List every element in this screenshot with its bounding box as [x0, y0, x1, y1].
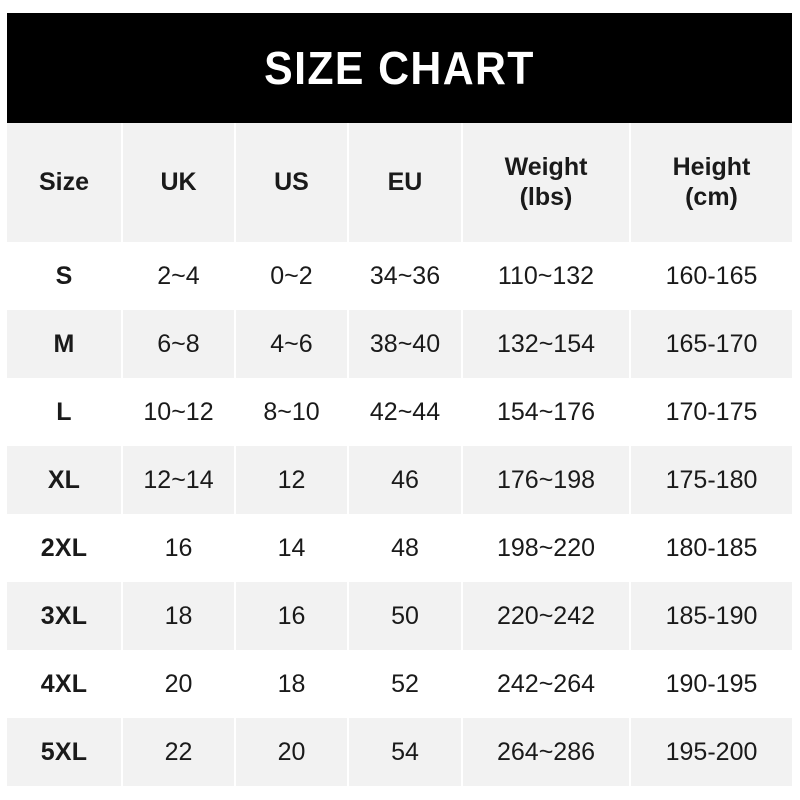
cell-us: 16: [235, 582, 349, 650]
table-body: S 2~4 0~2 34~36 110~132 160-165 M 6~8 4~6 38~40 13…: [7, 242, 792, 786]
size-label-cell: 2XL: [7, 514, 123, 582]
table-row: 5XL 22 20 54 264~286 195-200: [7, 718, 792, 786]
cell-uk: 10~12: [122, 378, 236, 446]
table-row: M 6~8 4~6 38~40 132~154 165-170: [7, 310, 792, 378]
page-title: SIZE CHART: [264, 42, 535, 94]
cell-us: 20: [235, 718, 349, 786]
cell-height: 190-195: [665, 669, 758, 698]
column-header-line: Size: [38, 167, 90, 196]
cell-weight: 264~286: [462, 718, 631, 786]
cell-uk: 2~4: [122, 242, 236, 310]
cell-uk: 22: [122, 718, 236, 786]
column-header-line: (lbs): [519, 182, 573, 211]
cell-us: 14: [235, 514, 349, 582]
chart-banner: SIZE CHART: [7, 13, 792, 123]
cell-height: 170-175: [665, 397, 758, 426]
cell-us: 12: [235, 446, 349, 514]
cell-uk: 20: [122, 650, 236, 718]
cell-height: 180-185: [665, 533, 758, 562]
cell-weight: 110~132: [462, 242, 631, 310]
column-header-line: EU: [387, 167, 423, 196]
cell-eu: 52: [348, 650, 463, 718]
size-label-cell: 3XL: [7, 582, 123, 650]
cell-uk: 12~14: [122, 446, 236, 514]
size-label-cell: L: [7, 378, 123, 446]
cell-eu: 34~36: [348, 242, 463, 310]
column-header-us: US: [235, 123, 349, 242]
size-label-cell: XL: [7, 446, 123, 514]
cell-height: 185-190: [665, 601, 758, 630]
table-row: 3XL 18 16 50 220~242 185-190: [7, 582, 792, 650]
cell-eu: 48: [348, 514, 463, 582]
cell-height: 160-165: [665, 261, 758, 290]
cell-us: 18: [235, 650, 349, 718]
cell-weight: 154~176: [462, 378, 631, 446]
cell-us: 4~6: [235, 310, 349, 378]
column-header-weight: Weight (lbs): [462, 123, 631, 242]
cell-eu: 50: [348, 582, 463, 650]
cell-weight: 220~242: [462, 582, 631, 650]
size-label-cell: M: [7, 310, 123, 378]
size-label-cell: 5XL: [7, 718, 123, 786]
cell-eu: 42~44: [348, 378, 463, 446]
table-row: 4XL 20 18 52 242~264 190-195: [7, 650, 792, 718]
table-row: 2XL 16 14 48 198~220 180-185: [7, 514, 792, 582]
column-header-eu: EU: [348, 123, 463, 242]
column-header-height: Height (cm): [630, 123, 792, 242]
table-row: L 10~12 8~10 42~44 154~176 170-175: [7, 378, 792, 446]
column-header-size: Size: [7, 123, 123, 242]
table-header-row: Size UK US EU Weight (lbs) Height (cm): [7, 123, 792, 242]
column-header-line: (cm): [685, 182, 738, 211]
size-chart-table: Size UK US EU Weight (lbs) Height (cm) S 2~…: [7, 123, 792, 786]
size-label-cell: S: [7, 242, 123, 310]
cell-eu: 46: [348, 446, 463, 514]
size-label-cell: 4XL: [7, 650, 123, 718]
column-header-line: US: [274, 167, 309, 196]
column-header-line: Weight: [504, 153, 588, 181]
table-row: XL 12~14 12 46 176~198 175-180: [7, 446, 792, 514]
cell-us: 0~2: [235, 242, 349, 310]
cell-height: 165-170: [665, 329, 758, 358]
cell-us: 8~10: [235, 378, 349, 446]
cell-weight: 132~154: [462, 310, 631, 378]
cell-weight: 176~198: [462, 446, 631, 514]
cell-uk: 6~8: [122, 310, 236, 378]
cell-eu: 54: [348, 718, 463, 786]
column-header-uk: UK: [122, 123, 236, 242]
cell-height: 195-200: [665, 737, 758, 766]
cell-height: 175-180: [665, 465, 758, 494]
cell-uk: 18: [122, 582, 236, 650]
cell-eu: 38~40: [348, 310, 463, 378]
column-header-line: UK: [160, 167, 197, 196]
cell-weight: 242~264: [462, 650, 631, 718]
cell-uk: 16: [122, 514, 236, 582]
cell-weight: 198~220: [462, 514, 631, 582]
table-header: Size UK US EU Weight (lbs) Height (cm): [7, 123, 792, 242]
table-row: S 2~4 0~2 34~36 110~132 160-165: [7, 242, 792, 310]
column-header-line: Height: [672, 153, 751, 181]
